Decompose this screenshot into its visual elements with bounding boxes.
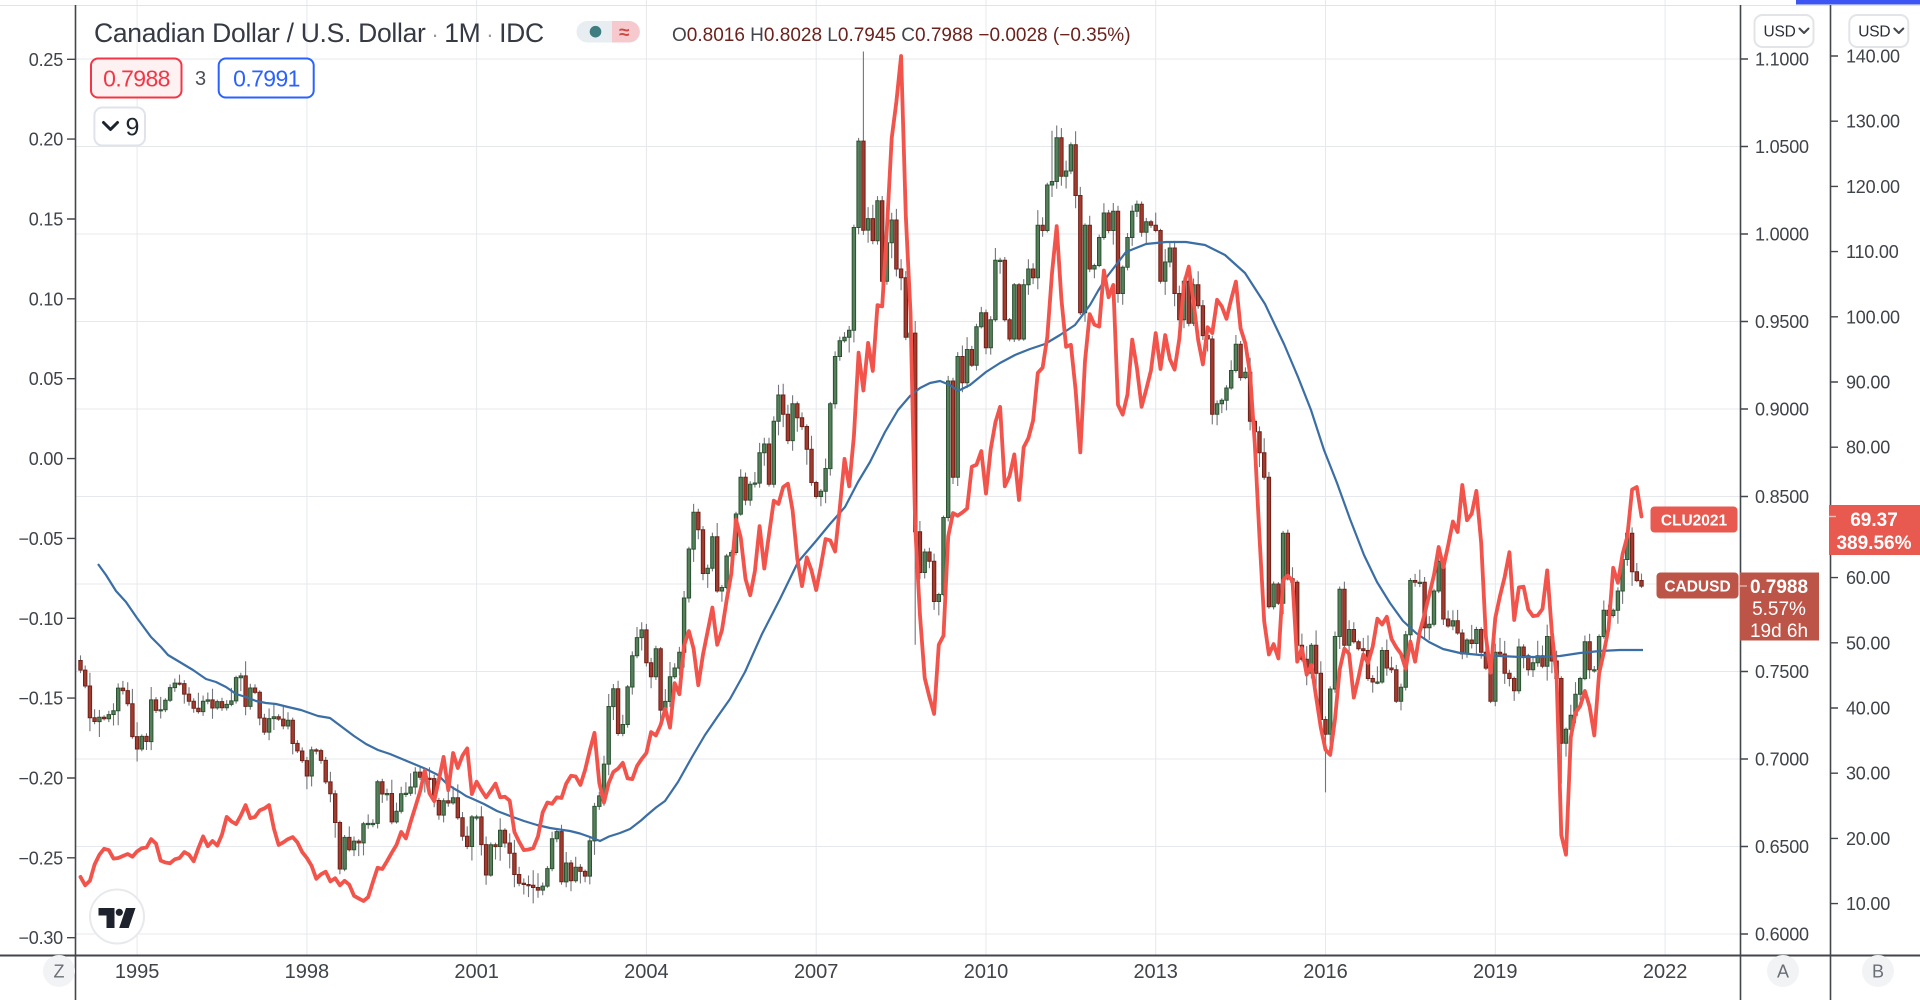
svg-text:2013: 2013 bbox=[1133, 961, 1178, 983]
svg-text:O0.8016 H0.8028 L0.7945: O0.8016 H0.8028 L0.7945 C0.7988 −0.0028 … bbox=[672, 25, 1131, 46]
svg-text:50.00: 50.00 bbox=[1846, 633, 1890, 653]
svg-text:0.6500: 0.6500 bbox=[1755, 837, 1809, 857]
svg-text:0.05: 0.05 bbox=[29, 369, 63, 389]
svg-text:130.00: 130.00 bbox=[1846, 112, 1900, 132]
svg-text:2019: 2019 bbox=[1473, 961, 1518, 983]
svg-text:40.00: 40.00 bbox=[1846, 699, 1890, 719]
svg-text:0.9000: 0.9000 bbox=[1755, 400, 1809, 420]
svg-text:1.0500: 1.0500 bbox=[1755, 137, 1809, 157]
svg-text:−0.10: −0.10 bbox=[18, 609, 63, 629]
svg-text:2001: 2001 bbox=[454, 961, 499, 983]
svg-text:A: A bbox=[1777, 962, 1789, 982]
svg-text:≈: ≈ bbox=[619, 23, 630, 44]
svg-text:2022: 2022 bbox=[1643, 961, 1688, 983]
svg-text:2010: 2010 bbox=[964, 961, 1009, 983]
svg-text:Canadian Dollar / U.S. Dollar: Canadian Dollar / U.S. Dollar · 1M · IDC bbox=[94, 18, 544, 48]
svg-text:1995: 1995 bbox=[115, 961, 160, 983]
svg-text:0.7988: 0.7988 bbox=[1750, 577, 1808, 598]
svg-text:0.25: 0.25 bbox=[29, 50, 63, 70]
svg-text:2016: 2016 bbox=[1303, 961, 1348, 983]
svg-text:−0.25: −0.25 bbox=[18, 848, 63, 868]
svg-text:0.7000: 0.7000 bbox=[1755, 750, 1809, 770]
svg-text:120.00: 120.00 bbox=[1846, 177, 1900, 197]
svg-text:0.10: 0.10 bbox=[29, 289, 63, 309]
svg-text:20.00: 20.00 bbox=[1846, 829, 1890, 849]
svg-text:140.00: 140.00 bbox=[1846, 47, 1900, 67]
svg-text:Z: Z bbox=[54, 962, 65, 982]
svg-text:0.7991: 0.7991 bbox=[233, 66, 300, 92]
svg-text:0.7500: 0.7500 bbox=[1755, 662, 1809, 682]
svg-text:9: 9 bbox=[126, 114, 140, 142]
svg-text:5.57%: 5.57% bbox=[1752, 599, 1806, 620]
svg-text:0.6000: 0.6000 bbox=[1755, 925, 1809, 945]
svg-text:−0.05: −0.05 bbox=[18, 529, 63, 549]
svg-text:80.00: 80.00 bbox=[1846, 438, 1890, 458]
svg-text:110.00: 110.00 bbox=[1846, 242, 1899, 262]
svg-text:2004: 2004 bbox=[624, 961, 669, 983]
svg-text:−0.30: −0.30 bbox=[18, 928, 63, 948]
svg-text:0.9500: 0.9500 bbox=[1755, 312, 1809, 332]
svg-text:0.7988: 0.7988 bbox=[103, 66, 170, 92]
svg-text:0.15: 0.15 bbox=[29, 210, 63, 230]
svg-text:100.00: 100.00 bbox=[1846, 307, 1900, 327]
svg-text:19d 6h: 19d 6h bbox=[1750, 621, 1808, 642]
svg-text:1.0000: 1.0000 bbox=[1755, 225, 1809, 245]
svg-text:60.00: 60.00 bbox=[1846, 568, 1890, 588]
svg-text:CADUSD: CADUSD bbox=[1664, 579, 1730, 596]
svg-text:0.8500: 0.8500 bbox=[1755, 487, 1809, 507]
svg-text:USD: USD bbox=[1858, 24, 1890, 41]
svg-text:90.00: 90.00 bbox=[1846, 373, 1890, 393]
svg-text:2007: 2007 bbox=[794, 961, 839, 983]
svg-text:USD: USD bbox=[1764, 24, 1796, 41]
svg-text:B: B bbox=[1872, 962, 1884, 982]
svg-text:389.56%: 389.56% bbox=[1836, 533, 1911, 554]
svg-text:−0.15: −0.15 bbox=[18, 689, 63, 709]
svg-text:−0.20: −0.20 bbox=[18, 769, 63, 789]
svg-text:1.1000: 1.1000 bbox=[1755, 50, 1809, 70]
svg-text:0.20: 0.20 bbox=[29, 130, 63, 150]
svg-text:CLU2021: CLU2021 bbox=[1661, 513, 1728, 530]
svg-text:69.37: 69.37 bbox=[1850, 510, 1898, 531]
svg-text:3: 3 bbox=[195, 68, 206, 90]
svg-text:0.00: 0.00 bbox=[29, 449, 63, 469]
svg-text:1998: 1998 bbox=[285, 961, 330, 983]
svg-text:30.00: 30.00 bbox=[1846, 764, 1890, 784]
svg-text:10.00: 10.00 bbox=[1846, 894, 1890, 914]
